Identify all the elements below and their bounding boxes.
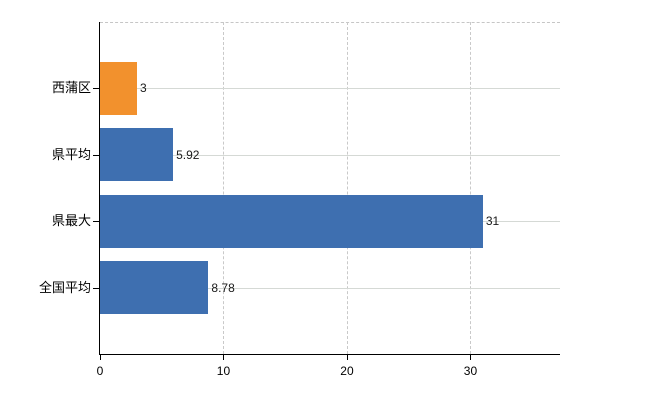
x-axis-tick-mark — [100, 355, 101, 360]
value-label: 8.78 — [211, 280, 235, 295]
gridline-vertical — [470, 22, 472, 354]
category-tick-mark — [93, 287, 99, 289]
category-label: 西蒲区 — [51, 80, 91, 96]
x-axis-tick-mark — [470, 355, 472, 360]
category-tick-mark — [93, 88, 99, 90]
category-label: 全国平均 — [38, 279, 91, 295]
category-label: 県平均 — [51, 146, 91, 162]
category-label: 県最大 — [51, 213, 91, 229]
x-axis-tick-mark — [346, 355, 348, 360]
bar — [100, 128, 174, 182]
value-label: 3 — [140, 81, 147, 96]
category-tick-mark — [93, 154, 99, 156]
gridline-vertical — [346, 22, 348, 354]
category-tick-mark — [93, 221, 99, 223]
gridline-horizontal — [100, 154, 560, 156]
value-label: 5.92 — [176, 147, 200, 162]
x-axis-tick-label: 30 — [463, 364, 478, 378]
gridline-horizontal — [100, 88, 560, 90]
x-axis-tick-mark — [223, 355, 225, 360]
plot-top-border — [100, 22, 560, 23]
gridline-vertical — [223, 22, 225, 354]
x-axis-tick-label: 20 — [340, 364, 354, 378]
bar — [100, 194, 483, 248]
plot-area: 3 5.92 31 8.78 — [100, 22, 560, 354]
bar — [100, 261, 209, 315]
x-axis-tick-label: 0 — [96, 364, 104, 378]
x-axis — [99, 354, 560, 355]
value-label: 31 — [485, 214, 500, 229]
y-axis — [99, 22, 100, 354]
x-axis-tick-label: 10 — [216, 364, 231, 378]
gridline-horizontal — [100, 287, 560, 289]
bar — [100, 61, 138, 115]
